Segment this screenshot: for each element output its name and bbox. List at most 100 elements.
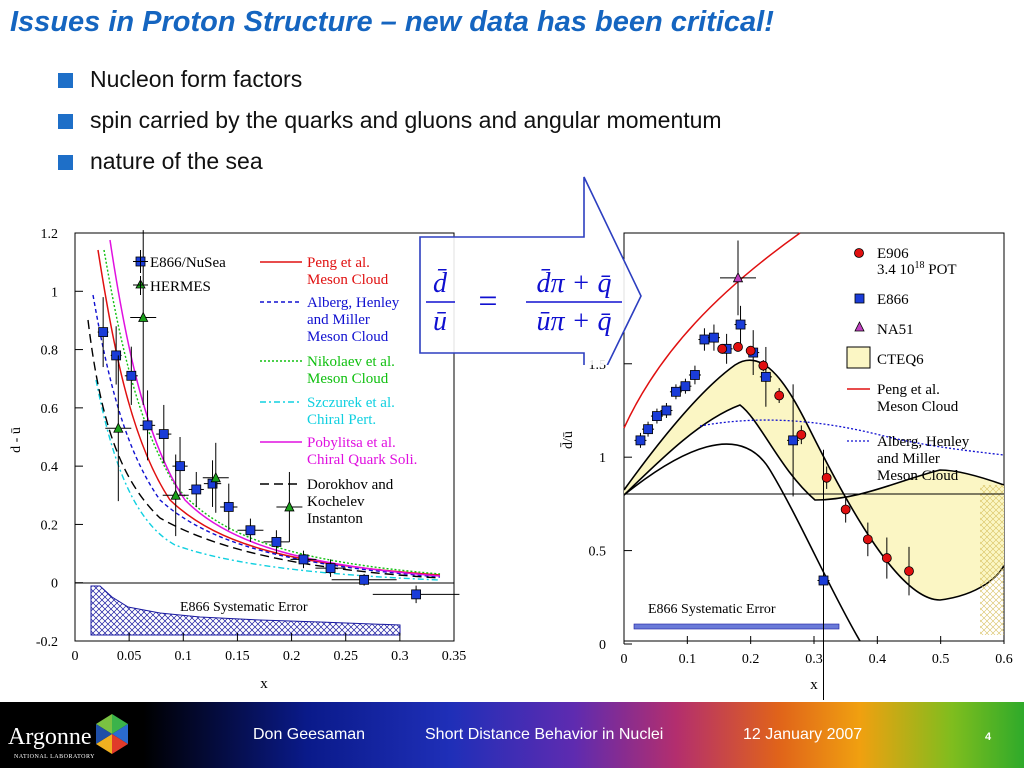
left-y-tick-label: -0.2 — [36, 635, 58, 650]
equation-lhs-denominator: ū — [433, 306, 447, 337]
curve-peng — [97, 249, 441, 576]
left-systematic-error-label: E866 Systematic Error — [180, 600, 308, 615]
e866-point — [271, 537, 282, 547]
e866-point — [298, 554, 309, 565]
right-x-tick-label: 0.6 — [995, 652, 1013, 667]
bullet-square-icon — [58, 114, 73, 129]
legend-e906-marker — [854, 248, 864, 258]
e906-point — [774, 390, 785, 401]
e906-point — [904, 566, 914, 577]
svg-text:and Miller: and Miller — [877, 451, 940, 467]
svg-text:Nikolaev et al.: Nikolaev et al. — [307, 354, 395, 370]
svg-text:Pobylitsa et al.: Pobylitsa et al. — [307, 435, 396, 451]
left-plot-frame — [74, 232, 455, 642]
svg-text:Peng et al.: Peng et al. — [307, 255, 370, 271]
e866-point — [158, 429, 169, 439]
e866-point — [643, 424, 653, 435]
left-y-tick-label: 0.4 — [41, 460, 59, 475]
logo-wordmark: Argonne — [8, 724, 92, 750]
right-cteq6-lower — [623, 404, 1005, 501]
e866-point — [661, 405, 672, 416]
hermes-point — [284, 501, 295, 512]
equation-equals: = — [478, 283, 497, 320]
e866-point — [126, 370, 137, 381]
right-data-points — [634, 240, 914, 700]
left-y-tick-label: 0.8 — [41, 344, 59, 359]
hermes-point — [113, 422, 124, 433]
e866-point — [735, 319, 746, 330]
right-systematic-error-label: E866 Systematic Error — [648, 602, 776, 617]
svg-text:Chiral Pert.: Chiral Pert. — [307, 412, 376, 428]
na51-point — [732, 271, 744, 283]
e906-point — [881, 553, 892, 563]
left-x-tick-label: 0.35 — [442, 649, 467, 664]
svg-text:Instanton: Instanton — [307, 511, 363, 527]
e866-point — [635, 435, 646, 446]
legend-e866-label: E866/NuSea — [150, 255, 226, 271]
e866-point — [175, 461, 185, 472]
hermes-point — [210, 471, 221, 483]
right-plot: E866 Systematic Error 00.511.5 0 0.1 0.2 0.… — [560, 232, 1013, 700]
right-cteq6-upper — [623, 359, 1005, 601]
footer-author: Don Geesaman — [253, 726, 366, 743]
svg-text:Meson Cloud: Meson Cloud — [307, 371, 389, 387]
svg-text:Szczurek et al.: Szczurek et al. — [307, 395, 395, 411]
curve-pobylitsa — [109, 239, 441, 577]
left-x-tick-label: 0.25 — [333, 649, 358, 664]
e866-point — [760, 371, 771, 382]
left-y-axis-label: d - ū — [9, 427, 24, 453]
e906-point — [745, 345, 756, 356]
left-x-tick-label: 0.05 — [117, 649, 142, 664]
right-x-tick-label: 0.3 — [805, 652, 823, 667]
left-y-tick-label: 1.2 — [41, 227, 59, 242]
e866-point — [142, 420, 153, 431]
left-data-points — [97, 230, 460, 604]
svg-text:and Miller: and Miller — [307, 312, 370, 328]
bullet-item: spin carried by the quarks and gluons an… — [58, 107, 722, 148]
right-lower-curve — [623, 443, 861, 642]
e866-point — [325, 563, 336, 574]
right-x-tick-label: 0.1 — [679, 652, 697, 667]
e866-point — [191, 484, 202, 495]
bullet-square-icon — [58, 155, 73, 170]
left-x-tick-label: 0.3 — [391, 649, 409, 664]
logo-subtitle: NATIONAL LABORATORY — [14, 754, 95, 760]
e866-point — [411, 589, 422, 600]
e906-point — [758, 360, 769, 371]
right-cteq6-band — [624, 360, 1004, 600]
footer-talk-title: Short Distance Behavior in Nuclei — [425, 726, 664, 743]
e866-point — [111, 350, 122, 361]
legend-e866-marker — [854, 293, 865, 304]
right-y-tick-label: 0.5 — [589, 545, 607, 560]
hermes-point — [170, 489, 181, 500]
footer-bar: Argonne NATIONAL LABORATORY Don Geesaman… — [0, 702, 1024, 768]
left-y-tick-label: 0.2 — [41, 518, 59, 533]
svg-text:NA51: NA51 — [877, 322, 914, 338]
svg-text:E906: E906 — [877, 246, 909, 262]
right-x-tick-label: 0.4 — [869, 652, 887, 667]
right-x-tick-label: 0.5 — [932, 652, 950, 667]
svg-text:Alberg, Henley: Alberg, Henley — [877, 434, 970, 450]
argonne-logo: Argonne NATIONAL LABORATORY — [8, 714, 128, 760]
left-x-tick-label: 0.1 — [175, 649, 193, 664]
e866-point — [652, 411, 662, 421]
svg-text:Dorokhov and: Dorokhov and — [307, 477, 394, 493]
svg-text:Kochelev: Kochelev — [307, 494, 365, 510]
svg-text:Meson Cloud: Meson Cloud — [877, 468, 959, 484]
legend-cteq6-marker — [846, 346, 871, 369]
left-x-tick-label: 0.2 — [283, 649, 301, 664]
footer-page-number: 4 — [985, 731, 992, 743]
e866-point — [709, 332, 719, 343]
right-y-tick-label: 0 — [599, 638, 606, 653]
right-band-hatch — [980, 485, 1004, 635]
e866-point — [788, 435, 798, 446]
bullet-item: Nucleon form factors — [58, 66, 722, 107]
legend-na51-marker — [854, 321, 865, 332]
equation-rhs-numerator: d̄π + q̄ — [537, 268, 612, 299]
left-y-tick-label: 1 — [51, 285, 58, 300]
e906-point — [717, 343, 728, 354]
svg-text:E866: E866 — [877, 292, 909, 308]
e866-point — [98, 327, 109, 337]
svg-text:CTEQ6: CTEQ6 — [877, 352, 924, 368]
curve-szczurek — [95, 379, 441, 581]
